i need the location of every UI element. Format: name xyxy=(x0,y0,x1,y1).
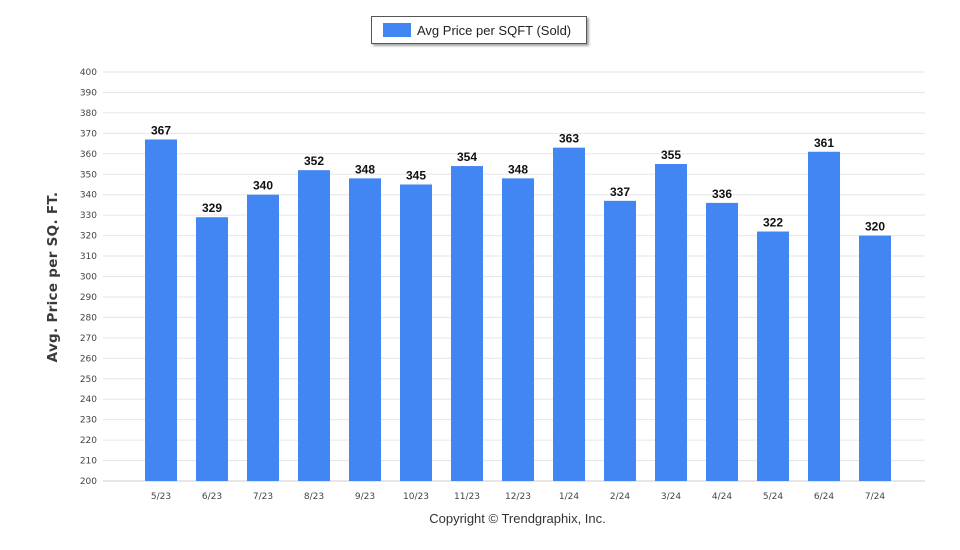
x-tick-label: 11/23 xyxy=(454,492,480,502)
data-label: 361 xyxy=(814,136,834,150)
data-label: 367 xyxy=(151,123,171,137)
legend: Avg Price per SQFT (Sold) xyxy=(371,16,587,44)
y-tick-label: 300 xyxy=(80,273,97,283)
bar-8-23 xyxy=(298,170,330,481)
x-tick-label: 7/23 xyxy=(253,492,273,502)
x-tick-label: 6/24 xyxy=(814,492,834,502)
y-tick-label: 210 xyxy=(80,457,97,467)
y-tick-label: 230 xyxy=(80,416,97,426)
y-axis-label: Avg. Price per SQ. FT. xyxy=(45,191,61,363)
x-axis-ticks: 5/23 6/23 7/23 8/23 9/23 10/23 11/23 12/23 1/24 2… xyxy=(151,492,885,502)
y-tick-label: 370 xyxy=(80,129,97,139)
bar-2-24 xyxy=(604,200,636,481)
copyright-text: Copyright © Trendgraphix, Inc. xyxy=(429,511,606,526)
bar-7-24 xyxy=(859,235,891,481)
bar-11-23 xyxy=(451,166,483,481)
data-labels: 367 329 340 352 348 345 354 348 363 337 355 336 322 3… xyxy=(151,123,885,233)
y-tick-label: 290 xyxy=(80,293,97,303)
x-tick-label: 5/24 xyxy=(763,492,783,502)
bar-9-23 xyxy=(349,178,381,481)
data-label: 355 xyxy=(661,148,681,162)
bar-10-23 xyxy=(400,184,432,481)
bar-6-24 xyxy=(808,151,840,481)
x-tick-label: 2/24 xyxy=(610,492,630,502)
x-tick-label: 9/23 xyxy=(355,492,375,502)
x-tick-label: 7/24 xyxy=(865,492,885,502)
x-tick-label: 6/23 xyxy=(202,492,222,502)
bar-12-23 xyxy=(502,178,534,481)
y-tick-label: 310 xyxy=(80,252,97,262)
x-tick-label: 4/24 xyxy=(712,492,732,502)
y-tick-label: 330 xyxy=(80,211,97,221)
y-axis-ticks: 200 210 220 230 240 250 260 270 280 290 300 310 320 3… xyxy=(80,68,97,487)
bar-6-23 xyxy=(196,217,228,481)
x-tick-label: 12/23 xyxy=(505,492,531,502)
x-tick-label: 1/24 xyxy=(559,492,579,502)
data-label: 345 xyxy=(406,168,426,182)
data-label: 352 xyxy=(304,154,324,168)
bar-7-23 xyxy=(247,194,279,481)
bar-5-24 xyxy=(757,231,789,481)
data-label: 348 xyxy=(508,162,528,176)
bar-3-24 xyxy=(655,164,687,481)
x-tick-label: 10/23 xyxy=(403,492,429,502)
y-tick-label: 360 xyxy=(80,150,97,160)
bar-1-24 xyxy=(553,147,585,482)
x-tick-label: 3/24 xyxy=(661,492,681,502)
bar-4-24 xyxy=(706,202,738,481)
data-label: 363 xyxy=(559,132,579,146)
y-tick-label: 380 xyxy=(80,109,97,119)
data-label: 340 xyxy=(253,179,273,193)
y-tick-label: 390 xyxy=(80,88,97,98)
y-tick-label: 400 xyxy=(80,68,97,78)
data-label: 320 xyxy=(865,220,885,234)
data-label: 354 xyxy=(457,150,477,164)
y-tick-label: 240 xyxy=(80,395,97,405)
legend-label: Avg Price per SQFT (Sold) xyxy=(417,22,572,38)
data-label: 329 xyxy=(202,201,222,215)
data-label: 336 xyxy=(712,187,732,201)
y-tick-label: 320 xyxy=(80,232,97,242)
bar-5-23 xyxy=(145,139,177,482)
y-tick-label: 280 xyxy=(80,313,97,323)
legend-swatch xyxy=(383,23,411,37)
x-tick-label: 8/23 xyxy=(304,492,324,502)
x-tick-label: 5/23 xyxy=(151,492,171,502)
bars xyxy=(145,139,891,482)
data-label: 322 xyxy=(763,216,783,230)
data-label: 337 xyxy=(610,185,630,199)
y-tick-label: 260 xyxy=(80,354,97,364)
y-tick-label: 340 xyxy=(80,191,97,201)
y-tick-label: 350 xyxy=(80,170,97,180)
y-tick-label: 200 xyxy=(80,477,97,487)
y-tick-label: 250 xyxy=(80,375,97,385)
y-tick-label: 220 xyxy=(80,436,97,446)
y-tick-label: 270 xyxy=(80,334,97,344)
data-label: 348 xyxy=(355,162,375,176)
